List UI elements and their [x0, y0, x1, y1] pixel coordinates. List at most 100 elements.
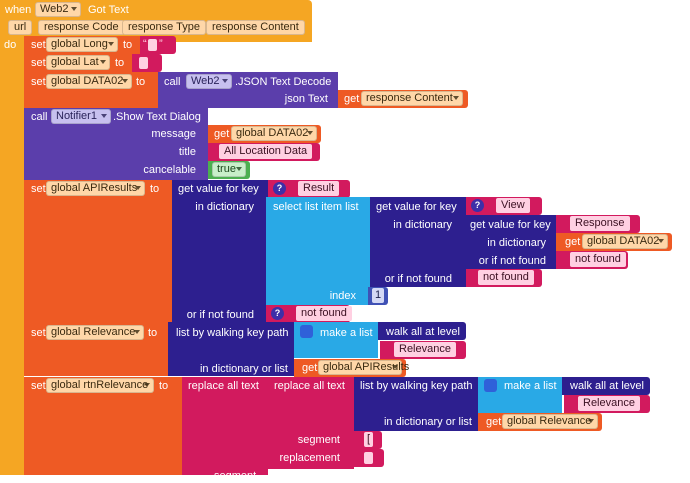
chevron-down-icon: [588, 419, 594, 423]
key-response[interactable]: Response: [570, 216, 630, 231]
param-response-code[interactable]: response Code: [38, 20, 125, 35]
chevron-down-icon: [101, 114, 107, 118]
select-list-item-block[interactable]: [266, 197, 370, 305]
get-var-global-data02-inner[interactable]: global DATA02: [582, 234, 668, 249]
in-dict-or-list-label: in dictionary or list: [199, 363, 288, 375]
chevron-down-icon: [144, 383, 150, 387]
replace-all-text-block-inner[interactable]: [268, 377, 354, 469]
quote-icon: “: [143, 38, 147, 50]
component-dropdown-web2[interactable]: Web2: [186, 74, 232, 89]
get-value-for-key-block-result[interactable]: [172, 180, 268, 324]
kw-set: set: [31, 39, 46, 51]
get-value-for-key-block-view[interactable]: [370, 197, 466, 287]
var-dropdown-lat[interactable]: global Lat: [46, 55, 110, 70]
get-var-response-content[interactable]: response Content: [361, 91, 463, 106]
segment-label: segment: [297, 434, 340, 446]
key-result[interactable]: Result: [298, 181, 340, 196]
walk-all-at-level-block[interactable]: [378, 322, 466, 340]
chevron-down-icon: [236, 167, 242, 171]
replacement-label: replacement: [279, 452, 340, 464]
chevron-down-icon: [100, 60, 106, 64]
walk-key-path-block-2[interactable]: [354, 377, 478, 431]
get-var-global-data02[interactable]: global DATA02: [231, 126, 317, 141]
var-dropdown-apiresults[interactable]: global APIResults: [46, 181, 145, 196]
param-json-text-label: json Text: [284, 93, 328, 105]
title-text-value[interactable]: All Location Data: [219, 144, 313, 159]
quote-icon: ”: [159, 38, 163, 50]
var-dropdown-long[interactable]: global Long: [46, 37, 118, 52]
boolean-true-dropdown[interactable]: true: [212, 162, 246, 177]
relevance-value-2[interactable]: Relevance: [578, 396, 640, 411]
kw-to: to: [115, 57, 125, 69]
event-component-dropdown[interactable]: Web2: [35, 2, 81, 17]
index-label: index: [329, 290, 356, 302]
kw-set: set: [31, 183, 46, 195]
get-var-global-relevance[interactable]: global Relevance: [502, 414, 598, 429]
event-do-label: do: [4, 39, 17, 51]
walk-all-label: walk all at level: [386, 326, 460, 338]
param-response-content[interactable]: response Content: [206, 20, 305, 35]
key-view[interactable]: View: [496, 198, 530, 213]
chevron-down-icon: [135, 186, 141, 190]
gvfk-label: get value for key: [178, 183, 259, 195]
not-found-value-1[interactable]: not found: [570, 252, 626, 267]
in-dictionary-label: in dictionary: [195, 201, 254, 213]
gear-icon[interactable]: [484, 379, 497, 392]
replace-all-label: replace all text: [274, 380, 345, 392]
gear-icon[interactable]: [300, 325, 313, 338]
chevron-down-icon: [453, 96, 459, 100]
empty-text-value-lat: [139, 57, 148, 69]
chevron-down-icon: [71, 7, 77, 11]
get-var-global-apiresults[interactable]: global APIResults: [318, 360, 409, 375]
index-value[interactable]: 1: [372, 288, 385, 303]
walk-all-label: walk all at level: [570, 380, 644, 392]
select-list-item-label: select list item list: [273, 201, 359, 213]
chevron-down-icon: [122, 79, 128, 83]
chevron-down-icon: [392, 365, 398, 369]
param-cancelable-label: cancelable: [143, 164, 196, 176]
set-global-rtnrelevance-block[interactable]: [24, 377, 182, 475]
make-a-list-label: make a list: [504, 380, 557, 392]
make-a-list-label: make a list: [320, 327, 373, 339]
empty-replacement-value: [364, 452, 373, 464]
walk-all-at-level-block-2[interactable]: [562, 377, 650, 395]
relevance-value[interactable]: Relevance: [394, 342, 456, 357]
walk-key-path-block[interactable]: [168, 322, 294, 376]
walk-key-path-label: list by walking key path: [176, 327, 289, 339]
not-found-value-2[interactable]: not found: [478, 270, 534, 285]
kw-get: get: [486, 416, 502, 428]
event-name-label: Got Text: [88, 4, 129, 16]
kw-to: to: [150, 183, 160, 195]
method-show-text-dialog: .Show Text Dialog: [113, 111, 201, 123]
kw-get: get: [302, 362, 318, 374]
param-title-label: title: [178, 146, 196, 158]
var-dropdown-rtnrelevance[interactable]: global rtnRelevance: [46, 378, 154, 393]
replace-all-text-block-outer[interactable]: [182, 377, 268, 475]
help-question-icon[interactable]: ?: [273, 182, 286, 195]
chevron-down-icon: [307, 131, 313, 135]
param-response-type[interactable]: response Type: [122, 20, 206, 35]
replace-all-label: replace all text: [188, 380, 259, 392]
help-question-icon[interactable]: ?: [471, 199, 484, 212]
segment-value[interactable]: [: [364, 432, 374, 447]
kw-set: set: [31, 327, 46, 339]
or-if-not-found-label: or if not found: [478, 255, 546, 267]
chevron-down-icon: [108, 42, 114, 46]
kw-to: to: [159, 380, 169, 392]
kw-set: set: [31, 380, 46, 392]
var-dropdown-relevance[interactable]: global Relevance: [46, 325, 144, 340]
param-url[interactable]: url: [8, 20, 33, 35]
set-global-apiresults-block[interactable]: [24, 180, 172, 324]
in-dictionary-label: in dictionary: [487, 237, 546, 249]
chevron-down-icon: [134, 330, 140, 334]
help-question-icon[interactable]: ?: [271, 307, 284, 320]
kw-to: to: [123, 39, 133, 51]
gvfk-label: get value for key: [376, 201, 457, 213]
get-value-for-key-block-response[interactable]: [464, 215, 556, 269]
kw-to: to: [136, 76, 146, 88]
chevron-down-icon: [658, 239, 664, 243]
not-found-value-3[interactable]: not found: [296, 306, 352, 321]
var-dropdown-data02[interactable]: global DATA02: [46, 74, 132, 89]
kw-set: set: [31, 76, 46, 88]
component-dropdown-notifier1[interactable]: Notifier1: [51, 109, 111, 124]
